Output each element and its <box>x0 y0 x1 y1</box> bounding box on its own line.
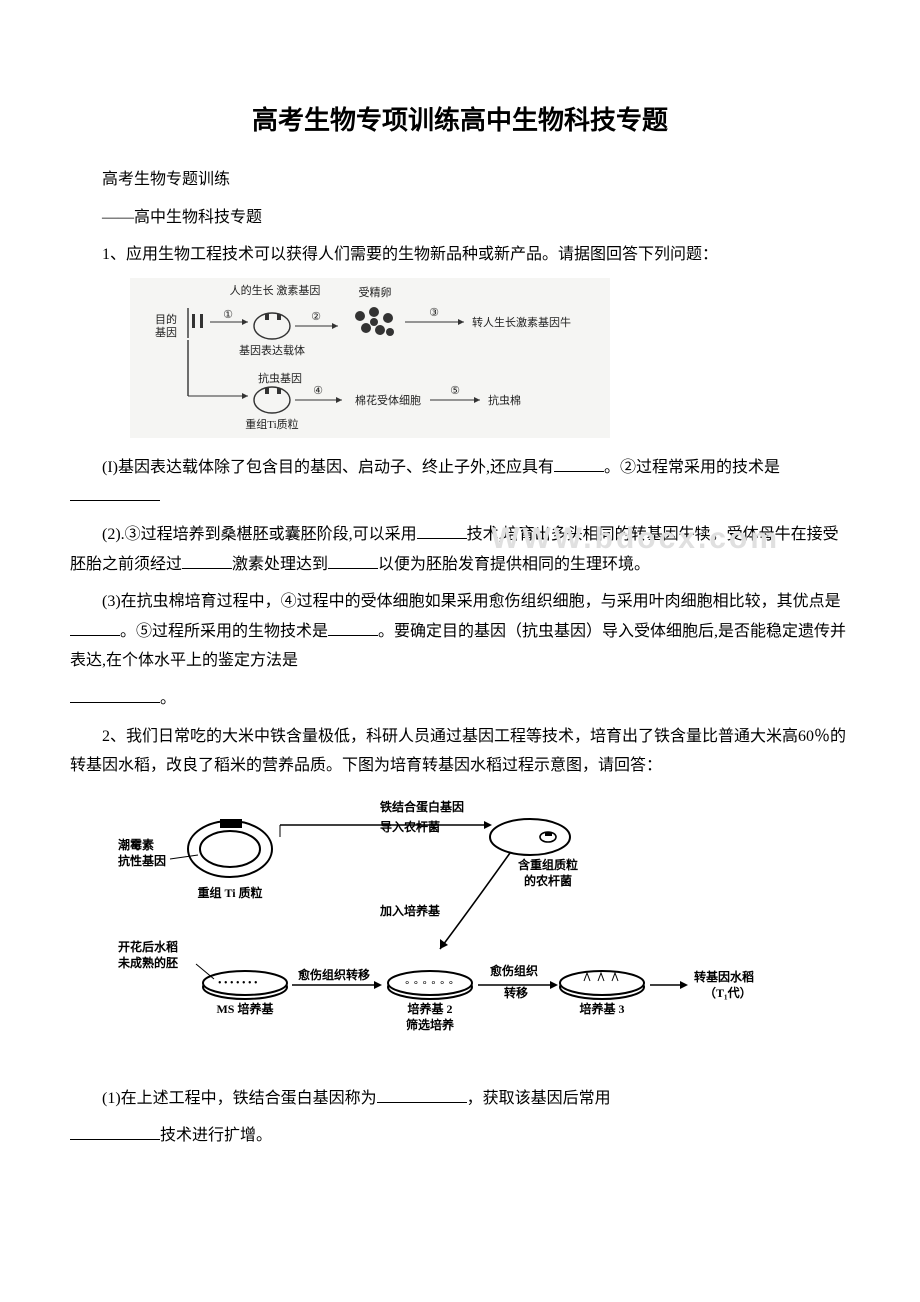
q1-p1a: (I)基因表达载体除了包含目的基因、启动子、终止子外,还应具有 <box>102 459 554 476</box>
d1-label-zhuanniu: 转人生长激素基因牛 <box>472 315 571 329</box>
blank <box>70 685 160 703</box>
q1-p3b: 。⑤过程所采用的生物技术是 <box>120 623 328 640</box>
blank <box>182 551 232 569</box>
d2-kai1: 开花后水稻 <box>118 939 178 954</box>
d2-daoru: 导入农杆菌 <box>380 819 440 834</box>
d1-circle-4: ④ <box>313 385 323 397</box>
q2-p1b: ，获取该基因后常用 <box>467 1090 611 1107</box>
d2-zhuanyi: 转移 <box>504 985 528 1000</box>
q2-p1a: (1)在上述工程中，铁结合蛋白基因称为 <box>102 1090 377 1107</box>
d2-nong1: 含重组质粒 <box>518 857 578 872</box>
diagram-2: 铁结合蛋白基因 导入农杆菌 潮霉素 抗性基因 重组 Ti 质粒 含重组质粒 的农… <box>110 789 770 1069</box>
d2-ms: MS 培养基 <box>216 1001 274 1016</box>
d1-label-mianhua: 棉花受体细胞 <box>355 393 421 407</box>
q1-p2d: 以便为胚胎发育提供相同的生理环境。 <box>378 556 650 573</box>
d1-label-jiyinbiaoda: 基因表达载体 <box>239 343 305 357</box>
q2-p1: (1)在上述工程中，铁结合蛋白基因称为 ，获取该基因后常用 <box>70 1084 850 1114</box>
blank <box>417 521 467 539</box>
d2-pei2b: 筛选培养 <box>406 1017 454 1032</box>
d2-kai2: 未成熟的胚 <box>117 955 178 970</box>
q1-p1b: 。②过程常采用的技术是 <box>604 459 780 476</box>
q1-p3a: (3)在抗虫棉培育过程中，④过程中的受体细胞如果采用愈伤组织细胞，与采用叶肉细胞… <box>102 593 841 610</box>
blank <box>70 484 160 502</box>
subtitle-1: 高考生物专题训练 <box>70 165 850 195</box>
d1-label-kangchongmian: 抗虫棉 <box>488 393 521 407</box>
blank <box>377 1085 467 1103</box>
q1-p1: (I)基因表达载体除了包含目的基因、启动子、终止子外,还应具有 。②过程常采用的技… <box>70 453 850 512</box>
blank <box>328 551 378 569</box>
blank <box>328 618 378 636</box>
q2-p1-tail: 技术进行扩增。 <box>70 1121 850 1151</box>
d1-label-chongzuti: 重组Ti质粒 <box>245 417 298 431</box>
d1-label-jiyin: 基因 <box>155 326 177 339</box>
d1-fertilized-egg <box>355 307 394 336</box>
d2-chongti: 重组 Ti 质粒 <box>197 885 262 900</box>
d2-title: 铁结合蛋白基因 <box>380 799 464 814</box>
d2-nong2: 的农杆菌 <box>524 873 572 888</box>
d2-yushang2: 愈伤组织 <box>490 963 538 978</box>
diagram-2-wrap: 铁结合蛋白基因 导入农杆菌 潮霉素 抗性基因 重组 Ti 质粒 含重组质粒 的农… <box>110 789 850 1074</box>
d1-circle-5: ⑤ <box>450 385 460 397</box>
d2-jiaru: 加入培养基 <box>379 903 441 918</box>
q1-p2c: 激素处理达到 <box>232 556 328 573</box>
d2-zhuanji1: 转基因水稻 <box>694 969 754 984</box>
q2-stem: 2、我们日常吃的大米中铁含量极低，科研人员通过基因工程等技术，培育出了铁含量比普… <box>70 722 850 781</box>
q1-p3: (3)在抗虫棉培育过程中，④过程中的受体细胞如果采用愈伤组织细胞，与采用叶肉细胞… <box>70 587 850 676</box>
q1-stem: 1、应用生物工程技术可以获得人们需要的生物新品种或新产品。请据图回答下列问题： <box>70 240 850 270</box>
d1-circle-2: ② <box>311 311 321 323</box>
q1-p2a: (2).③过程培养到桑椹胚或囊胚阶段,可以采用 <box>102 526 417 543</box>
d2-pei2a: 培养基 2 <box>407 1001 452 1016</box>
subtitle-2: ——高中生物科技专题 <box>70 203 850 233</box>
d1-label-kangchong: 抗虫基因 <box>258 371 302 385</box>
blank <box>554 454 604 472</box>
d1-circle-3: ③ <box>429 307 439 319</box>
q2-p1c: 技术进行扩增。 <box>160 1127 272 1144</box>
q1-p3-tail: 。 <box>70 684 850 714</box>
q1-p3d: 。 <box>160 690 176 707</box>
d1-circle-1: ① <box>223 309 233 321</box>
diagram-1: 人的生长 激素基因 目的 基因 ① 基因表达载体 ② 受精卵 <box>130 278 610 438</box>
d2-yushang: 愈伤组织转移 <box>298 967 370 982</box>
d2-pei3: 培养基 3 <box>579 1001 624 1016</box>
page-title: 高考生物专项训练高中生物科技专题 <box>70 100 850 137</box>
d2-chao1: 潮霉素 <box>118 837 154 852</box>
blank <box>70 1123 160 1141</box>
d2-dots1: • • • • • • • <box>218 978 258 989</box>
blank <box>70 618 120 636</box>
d2-dots2: ∘ ∘ ∘ ∘ ∘ ∘ <box>404 978 454 989</box>
q1-p2: (2).③过程培养到桑椹胚或囊胚阶段,可以采用技术,培育出多头相同的转基因牛犊。… <box>70 520 850 579</box>
d1-label-shoujingluan: 受精卵 <box>359 286 392 299</box>
diagram-1-wrap: 人的生长 激素基因 目的 基因 ① 基因表达载体 ② 受精卵 <box>130 278 850 443</box>
d1-label-mudi: 目的 <box>155 312 177 326</box>
d2-chao2: 抗性基因 <box>118 853 166 868</box>
d2-zhuanji2: （T₁代） <box>704 985 752 1000</box>
d1-label-renshengzhang: 人的生长 激素基因 <box>230 283 321 297</box>
